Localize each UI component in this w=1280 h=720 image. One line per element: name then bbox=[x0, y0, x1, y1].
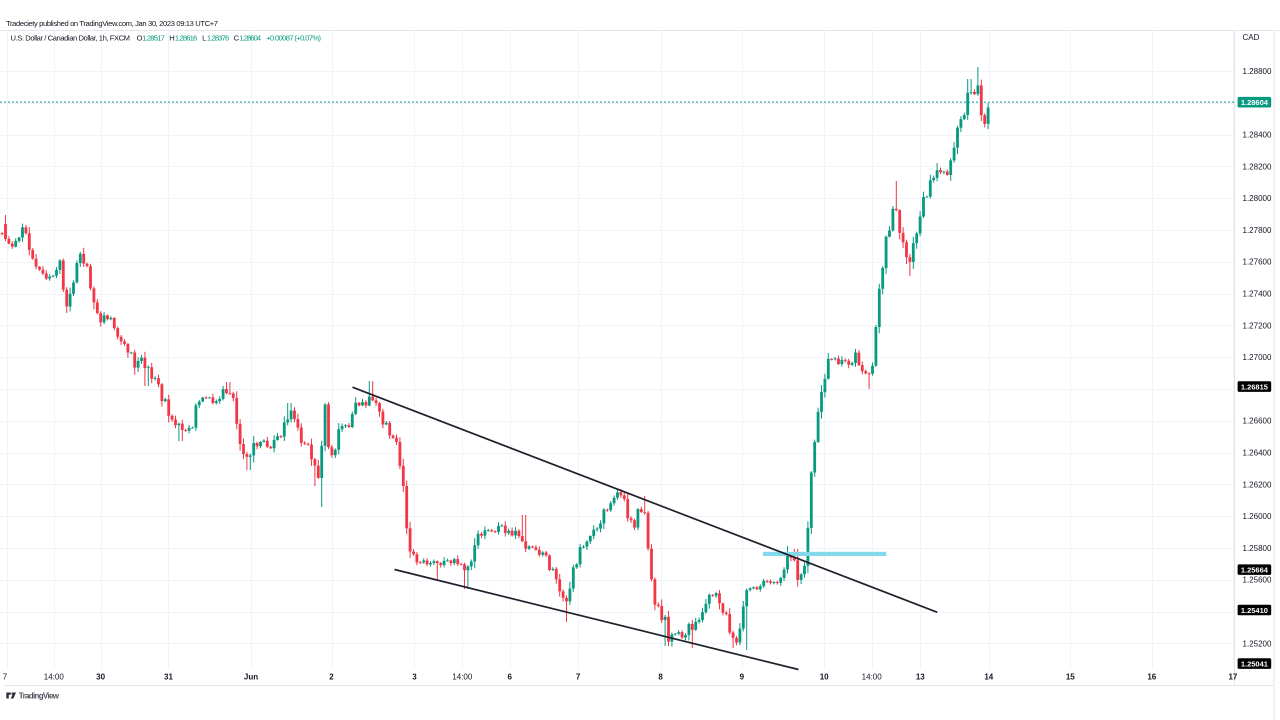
svg-text:1.28604: 1.28604 bbox=[239, 33, 261, 42]
svg-text:13: 13 bbox=[916, 673, 925, 682]
svg-text:C: C bbox=[234, 33, 240, 42]
svg-text:14:00: 14:00 bbox=[44, 673, 65, 682]
svg-text:Jun: Jun bbox=[244, 673, 258, 682]
svg-text:14:00: 14:00 bbox=[862, 673, 883, 682]
svg-text:1.25600: 1.25600 bbox=[1243, 576, 1272, 585]
svg-text:Tradeciety published on Tradin: Tradeciety published on TradingView.com,… bbox=[6, 19, 218, 28]
svg-text:1.25200: 1.25200 bbox=[1243, 639, 1272, 648]
svg-text:17: 17 bbox=[1228, 673, 1237, 682]
svg-text:14:00: 14:00 bbox=[452, 673, 473, 682]
svg-text:1.26600: 1.26600 bbox=[1243, 417, 1272, 426]
svg-text:1.26200: 1.26200 bbox=[1243, 480, 1272, 489]
svg-text:1.28604: 1.28604 bbox=[1241, 98, 1269, 107]
svg-text:1.27600: 1.27600 bbox=[1243, 258, 1272, 267]
svg-text:H: H bbox=[169, 33, 174, 42]
svg-text:TradingView: TradingView bbox=[19, 692, 60, 701]
svg-text:14: 14 bbox=[984, 673, 993, 682]
svg-text:31: 31 bbox=[164, 673, 173, 682]
svg-text:9: 9 bbox=[740, 673, 745, 682]
svg-text:15: 15 bbox=[1066, 673, 1075, 682]
svg-text:1.28517: 1.28517 bbox=[142, 33, 165, 42]
svg-text:U.S. Dollar / Canadian Dollar,: U.S. Dollar / Canadian Dollar, 1h, FXCM bbox=[11, 33, 131, 42]
svg-text:1.26400: 1.26400 bbox=[1243, 449, 1272, 458]
svg-text:6: 6 bbox=[507, 673, 512, 682]
svg-text:1.25664: 1.25664 bbox=[1241, 565, 1269, 574]
svg-text:1.25410: 1.25410 bbox=[1241, 606, 1268, 615]
svg-text:1.28616: 1.28616 bbox=[175, 33, 197, 42]
svg-text:16: 16 bbox=[1147, 673, 1156, 682]
svg-text:30: 30 bbox=[96, 673, 105, 682]
svg-text:L: L bbox=[202, 33, 206, 42]
svg-text:1.27200: 1.27200 bbox=[1243, 321, 1272, 330]
svg-text:7: 7 bbox=[576, 673, 581, 682]
svg-text:CAD: CAD bbox=[1243, 33, 1260, 42]
svg-text:8: 8 bbox=[658, 673, 663, 682]
svg-text:+0.00087 (+0.07%): +0.00087 (+0.07%) bbox=[266, 33, 321, 42]
svg-text:2: 2 bbox=[329, 673, 334, 682]
svg-text:10: 10 bbox=[820, 673, 829, 682]
svg-text:1.25041: 1.25041 bbox=[1241, 659, 1268, 668]
svg-text:7: 7 bbox=[3, 673, 8, 682]
svg-text:1.27000: 1.27000 bbox=[1243, 353, 1272, 362]
svg-text:1.27800: 1.27800 bbox=[1243, 226, 1272, 235]
svg-text:1.26000: 1.26000 bbox=[1243, 512, 1272, 521]
svg-text:3: 3 bbox=[412, 673, 417, 682]
svg-text:1.27400: 1.27400 bbox=[1243, 290, 1272, 299]
svg-text:O: O bbox=[137, 33, 143, 42]
svg-text:1.28800: 1.28800 bbox=[1243, 67, 1272, 76]
svg-text:1.25800: 1.25800 bbox=[1243, 544, 1272, 553]
svg-text:1.28400: 1.28400 bbox=[1243, 131, 1272, 140]
svg-text:1.28376: 1.28376 bbox=[207, 33, 229, 42]
svg-text:1.28000: 1.28000 bbox=[1243, 194, 1272, 203]
svg-text:1.26815: 1.26815 bbox=[1241, 382, 1268, 391]
svg-text:1.28200: 1.28200 bbox=[1243, 162, 1272, 171]
